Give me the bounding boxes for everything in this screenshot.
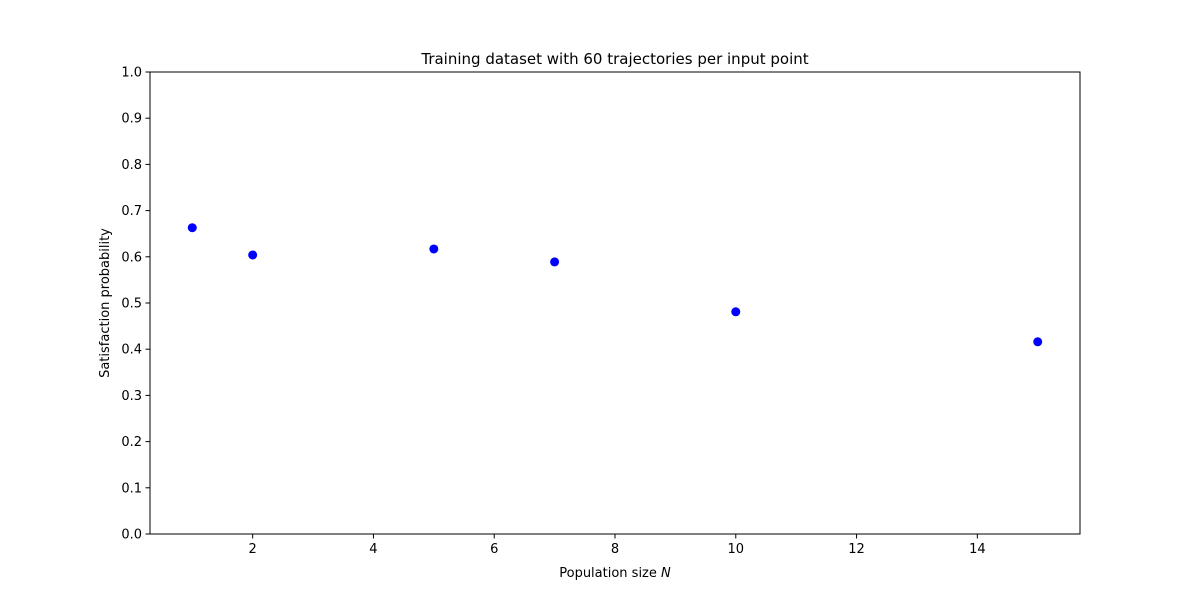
y-axis: 0.0 0.1 0.2 0.3 0.4 0.5 0.6 0.7 0.8 0.9 1.0	[121, 66, 150, 543]
chart-title: Training dataset with 60 trajectories pe…	[420, 50, 808, 68]
x-tick-label: 10	[728, 542, 745, 557]
y-tick-label: 0.2	[121, 435, 142, 450]
data-point	[1033, 337, 1043, 347]
y-tick-label: 0.5	[121, 297, 142, 312]
data-point	[731, 307, 741, 317]
x-tick-label: 4	[369, 542, 377, 557]
plot-area	[149, 71, 1081, 535]
y-tick-label: 0.4	[121, 343, 142, 358]
y-tick-label: 1.0	[121, 66, 142, 81]
data-point	[187, 223, 197, 233]
y-tick-label: 0.9	[121, 112, 142, 127]
y-tick-label: 0.1	[121, 481, 142, 496]
y-tick-label: 0.6	[121, 250, 142, 265]
y-tick-label: 0.7	[121, 204, 142, 219]
x-axis-label-text: Population size	[559, 566, 657, 581]
y-axis-label: Satisfaction probability	[98, 228, 113, 378]
plot-frame	[149, 71, 1081, 535]
y-tick-label: 0.8	[121, 158, 142, 173]
x-axis-label: Population size N	[559, 566, 671, 581]
x-axis: 2 4 6 8 10 12 14	[249, 534, 986, 557]
x-tick-label: 12	[848, 542, 865, 557]
data-point	[248, 250, 258, 260]
x-tick-label: 8	[611, 542, 619, 557]
x-tick-label: 2	[249, 542, 257, 557]
data-point	[429, 244, 439, 254]
x-tick-label: 6	[490, 542, 498, 557]
data-point	[550, 257, 560, 267]
x-axis-label-variable: N	[661, 566, 671, 581]
data-points	[187, 223, 1043, 347]
x-tick-label: 14	[969, 542, 986, 557]
y-tick-label: 0.3	[121, 389, 142, 404]
y-tick-label: 0.0	[121, 528, 142, 543]
